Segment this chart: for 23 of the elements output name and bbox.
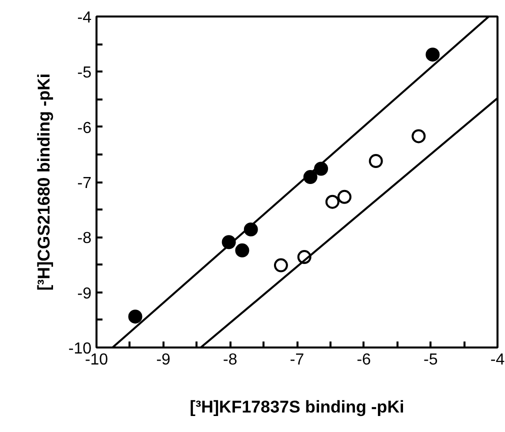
point [128, 310, 142, 324]
x-tick-label: -9 [156, 352, 171, 368]
point [368, 154, 383, 168]
x-tick-label: -5 [424, 352, 438, 368]
x-tick-label: -8 [223, 352, 238, 368]
point [274, 258, 288, 272]
point [325, 194, 340, 209]
point [412, 129, 426, 144]
x-tick-label: -6 [356, 352, 372, 368]
y-tick-label: -9 [77, 285, 92, 302]
x-tick-label: -7 [290, 352, 304, 368]
y-tick-label: -6 [77, 120, 92, 137]
point [426, 48, 440, 62]
y-axis-title: [³H]CGS21680 binding -pKi [34, 73, 54, 291]
y-tick-label: -4 [77, 10, 92, 26]
y-tick-label: -10 [68, 340, 92, 358]
x-tick-label: -4 [490, 352, 505, 368]
x-axis-title: [³H]KF17837S binding -pKi [190, 398, 404, 416]
y-tick-label: -5 [77, 64, 92, 82]
point [235, 243, 250, 258]
point [337, 190, 352, 204]
y-tick-label: -8 [77, 230, 92, 248]
y-tick-label: -7 [77, 175, 92, 192]
